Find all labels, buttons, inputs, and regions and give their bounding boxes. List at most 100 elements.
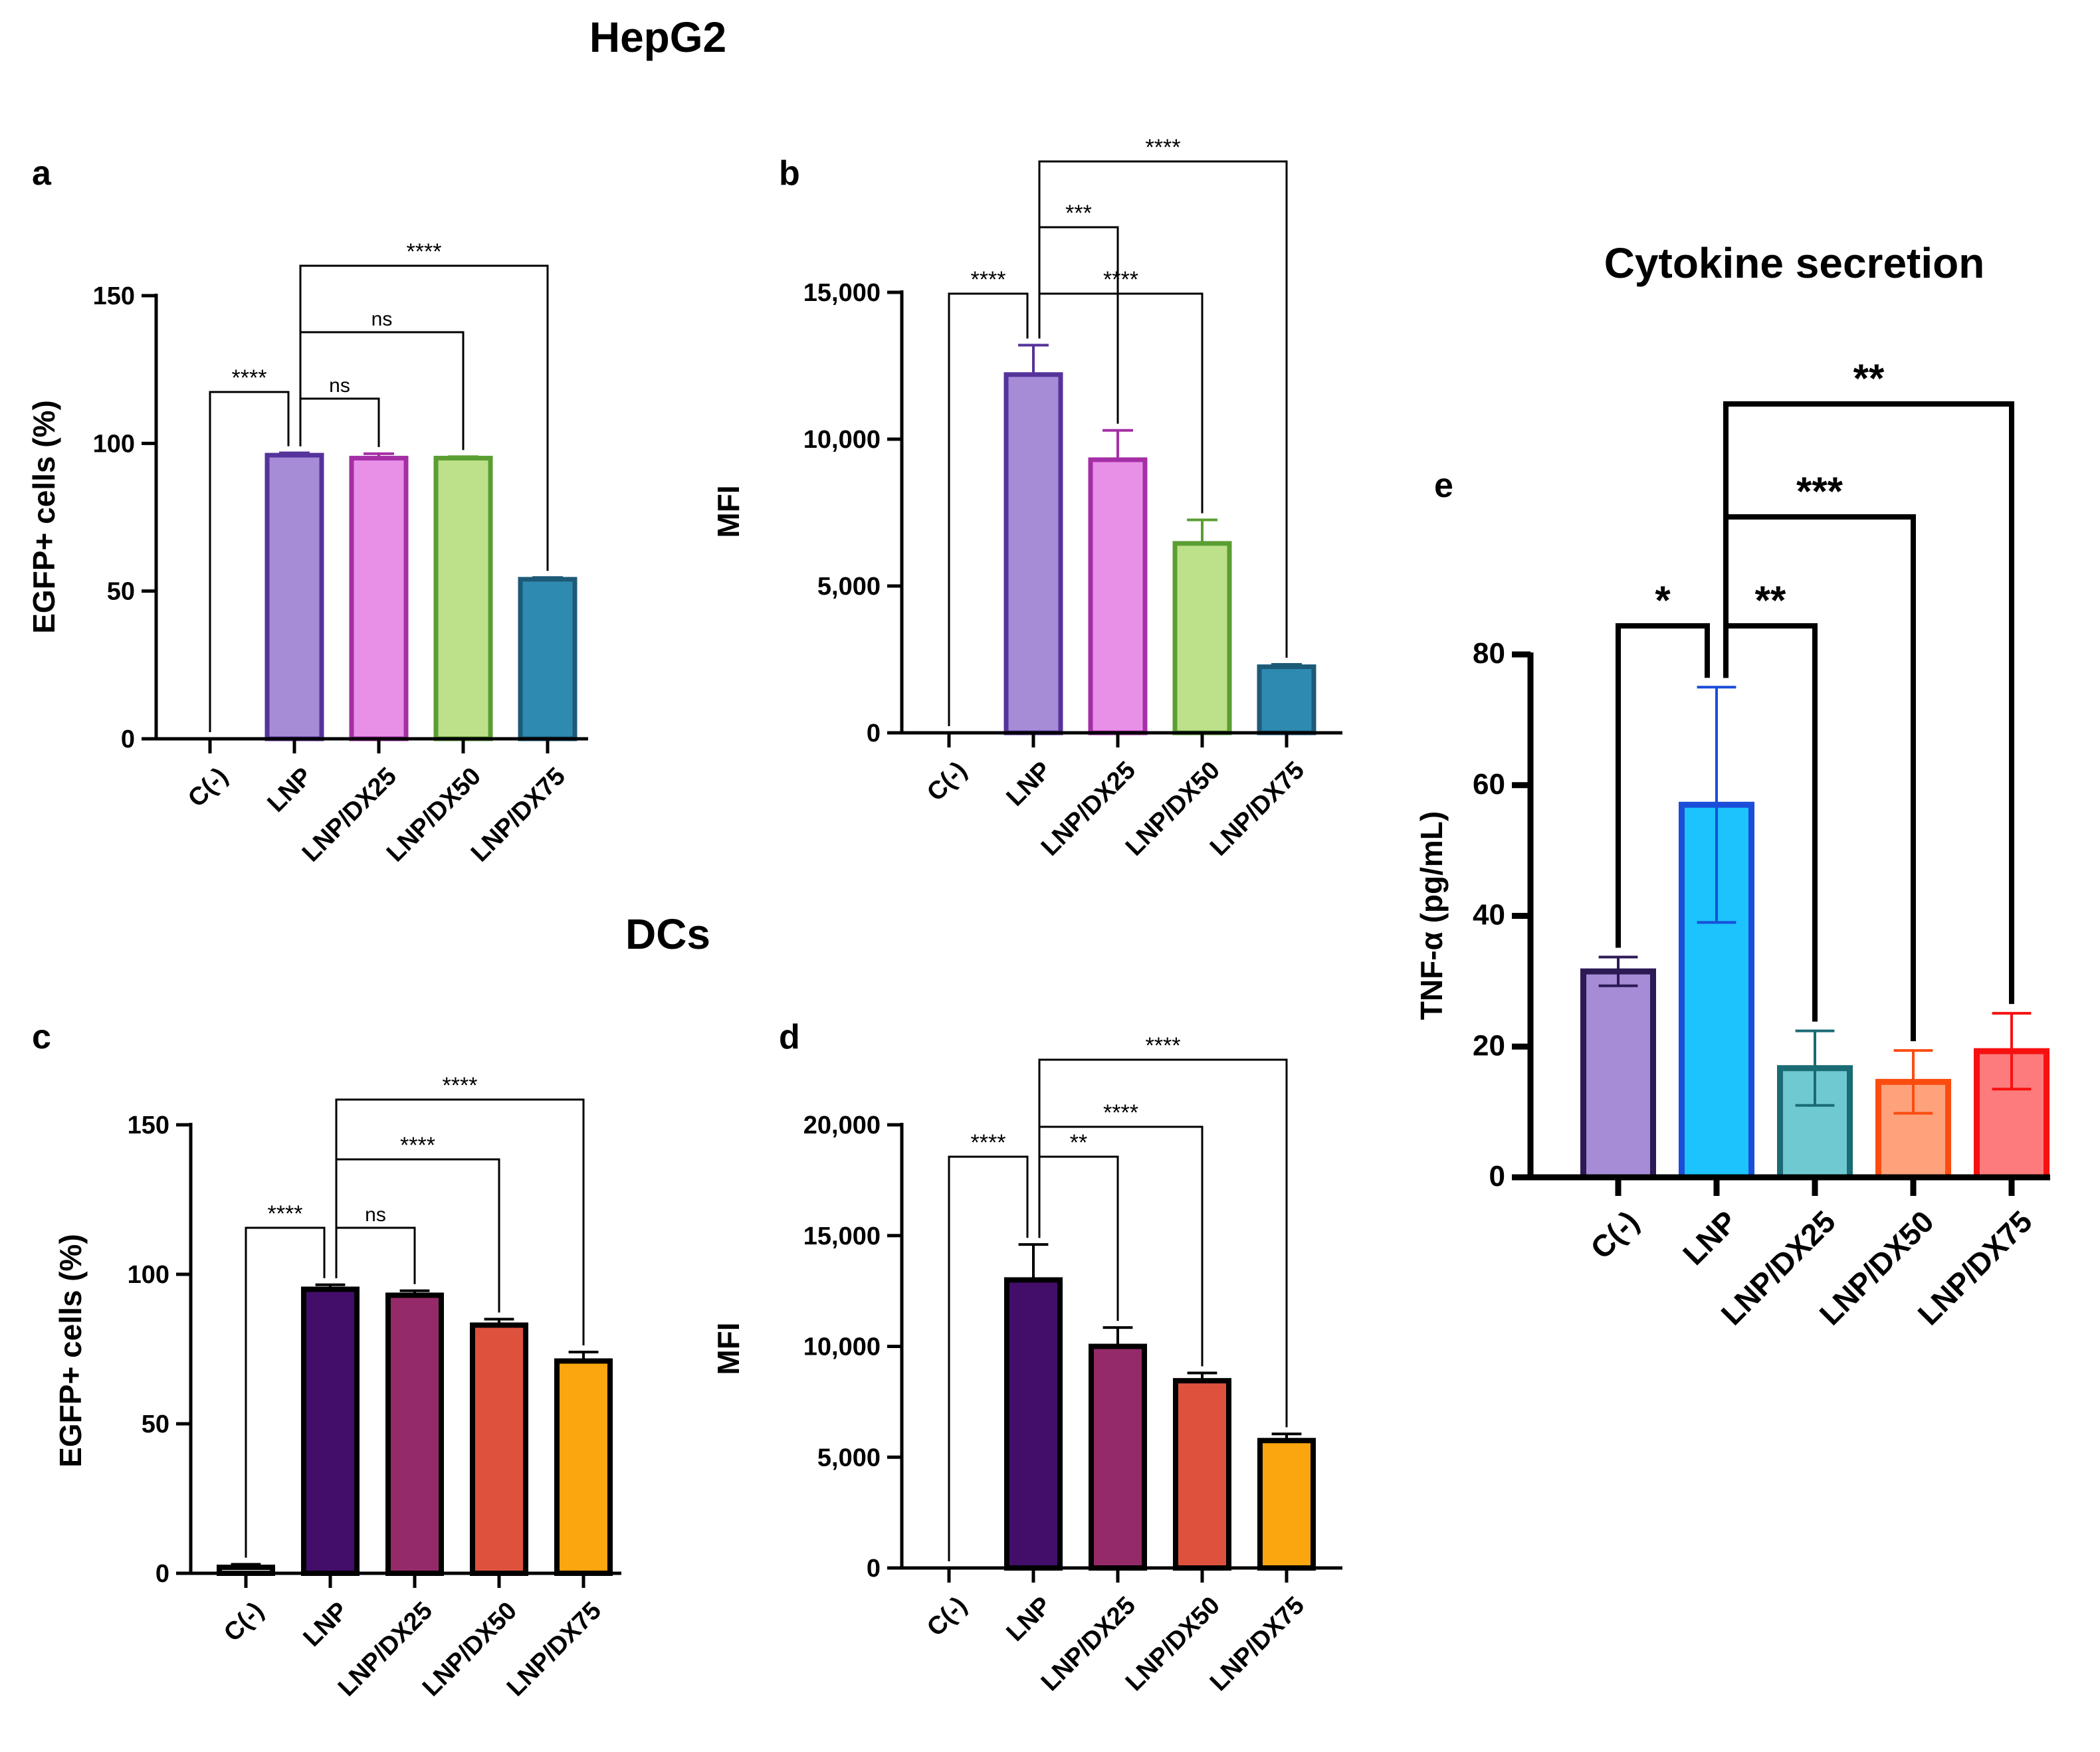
significance-label-e-2: *** xyxy=(1796,469,1843,514)
y-axis-label-c: EGFP+ cells (%) xyxy=(53,1234,88,1468)
significance-label-c-0: **** xyxy=(268,1201,303,1226)
bar-d-2 xyxy=(1089,1343,1147,1571)
y-axis-label-e: TNF-α (pg/mL) xyxy=(1414,811,1449,1020)
y-tick-label-c-1: 50 xyxy=(142,1411,169,1438)
significance-bracket-a-2 xyxy=(299,331,465,450)
significance-label-a-0: **** xyxy=(232,365,267,391)
significance-label-d-3: **** xyxy=(1146,1033,1181,1058)
bar-a-3 xyxy=(433,456,493,741)
y-tick-label-c-0: 0 xyxy=(156,1560,169,1588)
bar-d-3 xyxy=(1173,1378,1231,1571)
y-tick-label-e-2: 40 xyxy=(1473,899,1505,931)
significance-bracket-d-0 xyxy=(948,1155,1029,1561)
significance-label-e-1: ** xyxy=(1755,578,1786,623)
y-tick-label-a-2: 100 xyxy=(93,430,135,458)
panel-label-e: e xyxy=(1434,466,1453,505)
significance-label-e-3: ** xyxy=(1853,356,1885,401)
bar-e-0 xyxy=(1580,968,1656,1181)
significance-bracket-d-2 xyxy=(1038,1125,1204,1367)
bar-c-2 xyxy=(385,1292,444,1576)
x-tick-label-c-1: LNP xyxy=(298,1597,354,1652)
significance-label-e-0: * xyxy=(1655,578,1671,623)
y-axis-label-b: MFI xyxy=(711,485,746,537)
significance-bracket-c-3 xyxy=(335,1098,585,1345)
significance-bracket-b-3 xyxy=(1038,160,1288,658)
significance-label-d-1: ** xyxy=(1070,1130,1087,1155)
y-tick-label-d-2: 10,000 xyxy=(803,1333,881,1361)
heading-cytokine-secretion: Cytokine secretion xyxy=(1604,239,1985,287)
bar-c-4 xyxy=(554,1358,613,1576)
significance-bracket-e-3 xyxy=(1723,401,2014,1005)
y-tick-label-e-1: 20 xyxy=(1473,1029,1505,1062)
significance-label-b-2: **** xyxy=(1103,267,1138,292)
bar-c-1 xyxy=(301,1286,360,1576)
y-tick-label-c-2: 100 xyxy=(128,1261,169,1289)
y-axis-label-a: EGFP+ cells (%) xyxy=(27,400,61,634)
panel-label-c: c xyxy=(32,1018,51,1056)
significance-label-a-2: ns xyxy=(371,308,393,330)
y-tick-label-b-3: 15,000 xyxy=(803,279,881,307)
y-tick-label-e-3: 60 xyxy=(1473,768,1505,801)
bar-b-2 xyxy=(1088,457,1148,735)
x-tick-label-d-0: C(-) xyxy=(922,1591,972,1642)
bar-a-2 xyxy=(349,456,409,741)
significance-bracket-a-0 xyxy=(209,391,290,732)
significance-bracket-b-0 xyxy=(948,292,1029,726)
x-tick-label-c-0: C(-) xyxy=(219,1597,269,1647)
y-tick-label-b-2: 10,000 xyxy=(803,426,881,454)
significance-label-b-1: *** xyxy=(1065,201,1092,226)
panel-label-b: b xyxy=(779,154,800,193)
heading-hepg2: HepG2 xyxy=(589,13,726,61)
y-tick-label-a-1: 50 xyxy=(107,578,135,606)
x-tick-label-d-1: LNP xyxy=(1001,1591,1057,1646)
bar-c-3 xyxy=(470,1322,528,1576)
bar-b-1 xyxy=(1003,372,1063,735)
bar-a-1 xyxy=(264,452,324,741)
significance-label-d-0: **** xyxy=(971,1130,1006,1155)
y-tick-label-e-4: 80 xyxy=(1473,637,1505,670)
panel-label-a: a xyxy=(32,154,52,193)
heading-dcs: DCs xyxy=(625,910,710,958)
significance-label-c-2: **** xyxy=(400,1133,435,1158)
x-tick-label-a-0: C(-) xyxy=(183,762,233,813)
x-tick-label-e-1: LNP xyxy=(1676,1204,1744,1272)
bar-b-4 xyxy=(1257,664,1316,735)
y-tick-label-d-0: 0 xyxy=(867,1555,881,1583)
significance-bracket-a-1 xyxy=(299,397,380,447)
bar-d-4 xyxy=(1257,1438,1316,1571)
y-tick-label-d-4: 20,000 xyxy=(803,1112,881,1139)
y-tick-label-b-1: 5,000 xyxy=(817,573,881,601)
significance-bracket-c-0 xyxy=(245,1226,326,1558)
bar-d-1 xyxy=(1004,1277,1063,1571)
significance-label-c-1: ns xyxy=(365,1204,386,1226)
y-tick-label-d-3: 15,000 xyxy=(803,1222,881,1250)
y-tick-label-e-0: 0 xyxy=(1489,1160,1505,1193)
significance-bracket-e-0 xyxy=(1616,623,1710,948)
significance-label-c-3: **** xyxy=(443,1073,478,1098)
significance-label-a-3: **** xyxy=(407,239,442,264)
significance-bracket-a-3 xyxy=(299,264,549,571)
bar-a-4 xyxy=(518,577,578,741)
y-axis-label-d: MFI xyxy=(711,1322,746,1375)
x-tick-label-b-1: LNP xyxy=(1001,756,1057,811)
y-tick-label-b-0: 0 xyxy=(867,720,881,747)
significance-label-a-1: ns xyxy=(329,375,350,397)
significance-bracket-d-3 xyxy=(1038,1058,1288,1428)
significance-label-b-0: **** xyxy=(971,267,1006,292)
x-tick-label-a-1: LNP xyxy=(262,762,318,817)
x-tick-label-b-0: C(-) xyxy=(922,756,972,807)
panel-label-d: d xyxy=(779,1018,800,1056)
significance-label-d-2: **** xyxy=(1103,1100,1138,1125)
bar-b-3 xyxy=(1172,541,1232,735)
y-tick-label-a-3: 150 xyxy=(93,282,135,310)
significance-bracket-c-1 xyxy=(335,1226,416,1284)
y-tick-label-c-3: 150 xyxy=(128,1112,169,1139)
x-tick-label-e-0: C(-) xyxy=(1584,1204,1645,1266)
